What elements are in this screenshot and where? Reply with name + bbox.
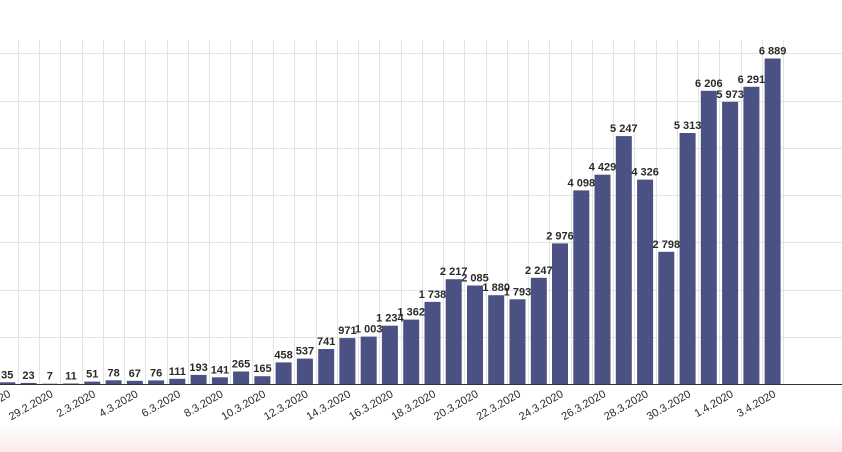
data-label-13.3.2020: 741: [317, 336, 335, 348]
grid: [0, 40, 842, 384]
data-label-24.3.2020: 2 976: [546, 230, 574, 242]
data-label-4.3.2020: 67: [129, 368, 141, 380]
bar-25.3.2020[interactable]: [573, 190, 590, 384]
bar-22.3.2020[interactable]: [509, 299, 526, 384]
bars: [0, 58, 781, 385]
bar-3.3.2020[interactable]: [105, 380, 122, 384]
bar-13.3.2020[interactable]: [318, 349, 335, 384]
data-label-8.3.2020: 141: [211, 364, 229, 376]
bar-23.3.2020[interactable]: [530, 277, 547, 384]
bar-5.3.2020[interactable]: [148, 380, 165, 384]
x-tick-label: 20.3.2020: [432, 388, 480, 423]
bar-11.3.2020[interactable]: [275, 362, 292, 384]
bar-9.3.2020[interactable]: [233, 371, 250, 385]
data-labels: 2335237115178677611119314126516545853774…: [1, 46, 787, 383]
data-label-31.3.2020: 6 206: [695, 78, 723, 90]
x-tick-label: 16.3.2020: [347, 388, 395, 423]
bar-28.3.2020[interactable]: [637, 179, 654, 384]
bar-15.3.2020[interactable]: [360, 336, 377, 384]
data-label-28.3.2020: 4 326: [631, 167, 659, 179]
data-label-15.3.2020: 1 003: [355, 324, 383, 336]
data-label-14.3.2020: 971: [338, 325, 356, 337]
data-label-27.2.2020: 35: [1, 369, 13, 381]
data-label-20.3.2020: 2 085: [461, 273, 489, 285]
bar-1.4.2020[interactable]: [722, 101, 739, 385]
bar-17.3.2020[interactable]: [403, 319, 420, 384]
x-tick-label: 1.4.2020: [693, 388, 736, 420]
x-tick-label: 24.3.2020: [517, 388, 565, 423]
data-label-25.3.2020: 4 098: [568, 177, 596, 189]
bottom-gradient-band: [0, 424, 842, 452]
x-tick-label: 10.3.2020: [220, 388, 268, 423]
data-label-29.3.2020: 2 798: [653, 239, 681, 251]
data-label-18.3.2020: 1 738: [419, 289, 447, 301]
bar-27.2.2020[interactable]: [0, 382, 16, 384]
data-label-22.3.2020: 1 793: [504, 286, 532, 298]
data-label-23.3.2020: 2 247: [525, 265, 553, 277]
data-label-17.3.2020: 1 362: [397, 307, 425, 319]
bar-18.3.2020[interactable]: [424, 301, 441, 384]
x-tick-label: 12.3.2020: [262, 388, 310, 423]
bar-29.2.2020[interactable]: [41, 383, 58, 385]
data-label-3.3.2020: 78: [107, 367, 119, 379]
x-tick-label: 8.3.2020: [182, 388, 225, 420]
data-label-27.3.2020: 5 247: [610, 123, 638, 135]
data-label-12.3.2020: 537: [296, 346, 314, 358]
data-label-1.4.2020: 5 973: [716, 89, 744, 101]
x-tick-label: 2.3.2020: [55, 388, 98, 420]
bar-29.3.2020[interactable]: [658, 251, 675, 384]
x-tick-label: 4.3.2020: [97, 388, 140, 420]
data-label-11.3.2020: 458: [274, 349, 292, 361]
bar-10.3.2020[interactable]: [254, 376, 271, 384]
bar-7.3.2020[interactable]: [190, 374, 207, 384]
bar-21.3.2020[interactable]: [488, 295, 505, 384]
x-tick-label: 6.3.2020: [140, 388, 183, 420]
bar-4.3.2020[interactable]: [126, 380, 143, 384]
bar-28.2.2020[interactable]: [20, 382, 37, 384]
data-label-21.3.2020: 1 880: [482, 282, 510, 294]
data-label-9.3.2020: 265: [232, 359, 250, 371]
bar-31.3.2020[interactable]: [700, 90, 717, 385]
x-tick-label: 22.3.2020: [475, 388, 523, 423]
data-label-16.3.2020: 1 234: [376, 313, 404, 325]
bar-19.3.2020[interactable]: [445, 279, 462, 384]
bar-26.3.2020[interactable]: [594, 174, 611, 384]
bar-2.4.2020[interactable]: [743, 86, 760, 385]
x-tick-label: 26.3.2020: [560, 388, 608, 423]
bar-27.3.2020[interactable]: [615, 136, 632, 384]
x-tick-label: 18.3.2020: [390, 388, 438, 423]
data-label-19.3.2020: 2 217: [440, 266, 468, 278]
data-label-28.2.2020: 23: [22, 370, 34, 382]
bar-14.3.2020[interactable]: [339, 338, 356, 384]
data-label-26.3.2020: 4 429: [589, 162, 617, 174]
x-tick-label: 3.4.2020: [735, 388, 778, 420]
bar-30.3.2020[interactable]: [679, 133, 696, 384]
data-label-30.3.2020: 5 313: [674, 120, 702, 132]
bar-12.3.2020[interactable]: [296, 358, 313, 384]
x-tick-label: 14.3.2020: [305, 388, 353, 423]
data-label-6.3.2020: 111: [169, 366, 186, 378]
data-label-2.4.2020: 6 291: [738, 74, 766, 86]
bar-20.3.2020[interactable]: [467, 285, 483, 385]
x-tick-label: 29.2.2020: [7, 388, 55, 423]
data-label-3.4.2020: 6 889: [759, 46, 787, 58]
data-label-10.3.2020: 165: [253, 363, 271, 375]
data-label-29.2.2020: 7: [47, 371, 53, 383]
data-label-1.3.2020: 11: [65, 371, 77, 383]
bar-24.3.2020[interactable]: [552, 243, 568, 384]
x-tick-label: 28.3.2020: [602, 388, 650, 423]
bar-1.3.2020[interactable]: [63, 383, 79, 385]
bar-6.3.2020[interactable]: [169, 378, 186, 384]
bar-8.3.2020[interactable]: [211, 377, 228, 384]
x-tick-label: 30.3.2020: [645, 388, 693, 423]
bar-16.3.2020[interactable]: [381, 325, 398, 384]
bar-3.4.2020[interactable]: [764, 58, 781, 385]
bar-2.3.2020[interactable]: [84, 381, 101, 384]
data-label-5.3.2020: 76: [150, 367, 162, 379]
data-label-7.3.2020: 193: [189, 362, 207, 374]
data-label-2.3.2020: 51: [86, 369, 98, 381]
